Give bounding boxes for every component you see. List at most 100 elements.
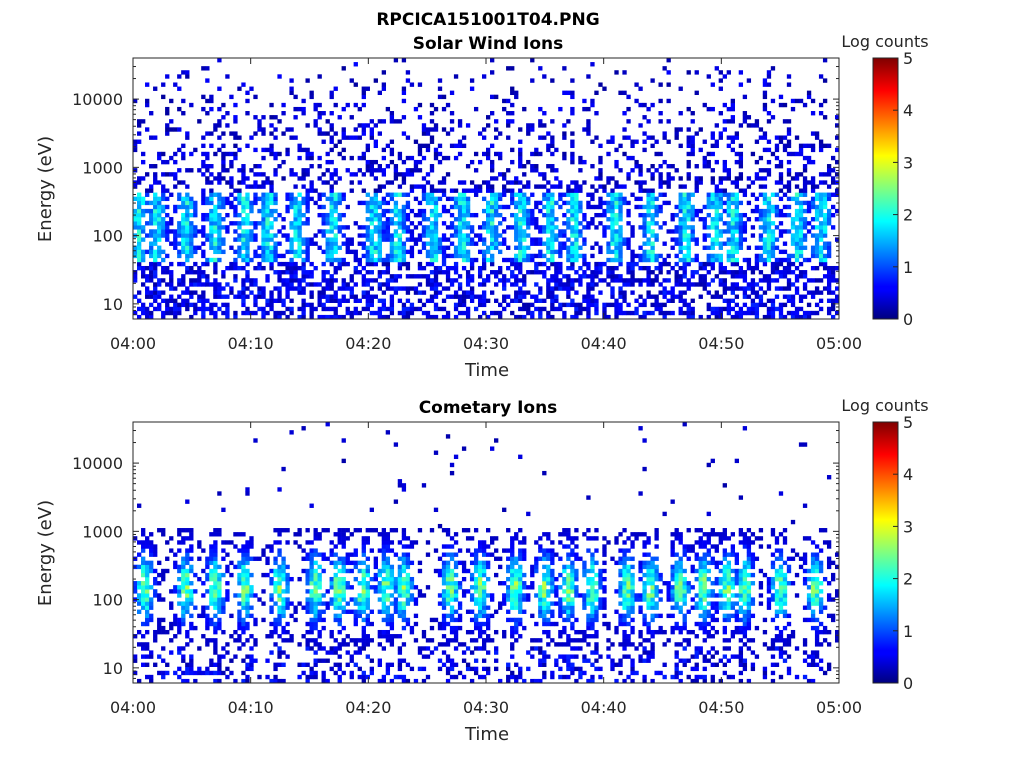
spectrogram-cell-0-3489 xyxy=(730,196,735,202)
spectrogram-cell-0-2121 xyxy=(494,282,499,287)
spectrogram-cell-1-171 xyxy=(181,678,186,684)
spectrogram-cell-0-3527 xyxy=(734,159,740,165)
spectrogram-cell-1-705 xyxy=(317,609,322,614)
spectrogram-cell-0-2809 xyxy=(614,310,619,316)
spectrogram-cell-0-941 xyxy=(289,196,294,202)
spectrogram-cell-0-640 xyxy=(237,168,242,173)
spectrogram-cell-0-1541 xyxy=(389,119,395,124)
spectrogram-cell-0-1842 xyxy=(441,245,447,250)
spectrogram-cell-0-3412 xyxy=(718,86,723,91)
spectrogram-cell-0-287 xyxy=(177,74,182,79)
spectrogram-cell-0-1705 xyxy=(421,265,427,271)
spectrogram-cell-0-1211 xyxy=(333,217,338,222)
spectrogram-cell-0-2623 xyxy=(574,188,579,193)
spectrogram-cell-0-142 xyxy=(153,196,158,202)
spectrogram-cell-0-2650 xyxy=(582,270,587,275)
spectrogram-cell-0-3641 xyxy=(758,253,764,259)
spectrogram-cell-0-358 xyxy=(189,233,194,238)
spectrogram-cell-0-1093 xyxy=(317,245,322,250)
spectrogram-cell-0-2889 xyxy=(626,261,631,267)
spectrogram-cell-0-1668 xyxy=(413,237,419,242)
spectrogram-cell-0-130 xyxy=(153,253,158,259)
spectrogram-cell-0-3110 xyxy=(666,172,671,177)
spectrogram-cell-1-745 xyxy=(329,601,334,606)
spectrogram-cell-0-3914 xyxy=(798,172,804,177)
spectrogram-cell-1-121 xyxy=(161,597,166,602)
spectrogram-cell-0-1759 xyxy=(429,241,435,246)
spectrogram-cell-0-520 xyxy=(217,233,222,238)
spectrogram-cell-0-2733 xyxy=(598,221,603,226)
spectrogram-cell-0-3088 xyxy=(662,257,667,263)
spectrogram-cell-0-2886 xyxy=(626,278,631,283)
spectrogram-cell-1-426 xyxy=(241,568,246,574)
spectrogram-cell-0-706 xyxy=(249,237,254,242)
spectrogram-cell-0-1718 xyxy=(421,176,427,181)
spectrogram-cell-0-2212 xyxy=(510,147,515,153)
spectrogram-cell-0-2591 xyxy=(570,143,575,149)
spectrogram-cell-0-3144 xyxy=(674,168,679,173)
spectrogram-cell-0-3736 xyxy=(770,233,776,238)
spectrogram-cell-0-632 xyxy=(237,225,242,230)
spectrogram-cell-0-2056 xyxy=(481,225,487,230)
spectrogram-cell-0-1940 xyxy=(457,143,463,149)
spectrogram-cell-0-2282 xyxy=(522,302,527,308)
spectrogram-cell-0-2246 xyxy=(518,306,523,312)
spectrogram-cell-0-477 xyxy=(209,143,214,149)
spectrogram-cell-0-2226 xyxy=(514,265,519,271)
spectrogram-cell-0-828 xyxy=(269,225,274,230)
spectrogram-cell-0-3475 xyxy=(730,257,735,263)
spectrogram-cell-0-1558 xyxy=(393,204,399,210)
spectrogram-cell-1-207 xyxy=(185,585,190,590)
spectrogram-cell-1-341 xyxy=(217,597,222,602)
spectrogram-cell-1-500 xyxy=(265,556,270,561)
spectrogram-cell-0-1623 xyxy=(405,298,411,303)
spectrogram-cell-0-1869 xyxy=(445,196,451,202)
spectrogram-cell-0-2552 xyxy=(566,237,571,242)
spectrogram-cell-0-3202 xyxy=(682,184,687,189)
spectrogram-cell-0-2592 xyxy=(570,139,575,144)
spectrogram-cell-0-3657 xyxy=(762,302,768,308)
spectrogram-cell-0-1667 xyxy=(413,241,419,246)
spectrogram-cell-0-3900 xyxy=(798,245,804,250)
spectrogram-cell-1-413 xyxy=(241,629,246,635)
spectrogram-cell-1-441 xyxy=(245,621,250,627)
spectrogram-cell-0-1511 xyxy=(385,192,391,197)
spectrogram-cell-0-4049 xyxy=(822,212,828,218)
spectrogram-cell-0-1570 xyxy=(397,274,403,279)
spectrogram-cell-0-2714 xyxy=(594,270,599,275)
spectrogram-cell-0-1845 xyxy=(441,221,447,226)
spectrogram-cell-0-2360 xyxy=(534,225,539,230)
spectrogram-cell-0-14 xyxy=(133,196,138,202)
spectrogram-cell-0-3855 xyxy=(790,221,796,226)
spectrogram-cell-0-3795 xyxy=(782,294,788,299)
spectrogram-cell-1-742 xyxy=(329,646,334,651)
spectrogram-cell-0-4098 xyxy=(830,192,836,197)
spectrogram-cell-0-3655 xyxy=(758,127,764,132)
spectrogram-cell-0-3286 xyxy=(698,180,703,185)
spectrogram-cell-0-2348 xyxy=(530,78,535,83)
spectrogram-cell-0-961 xyxy=(293,225,298,230)
spectrogram-cell-0-1119 xyxy=(321,233,326,238)
spectrogram-cell-0-2813 xyxy=(614,278,619,283)
spectrogram-cell-0-2214 xyxy=(510,111,515,116)
spectrogram-cell-0-3303 xyxy=(702,164,707,169)
spectrogram-cell-0-2550 xyxy=(566,249,571,255)
spectrogram-cell-1-166 xyxy=(177,564,182,570)
spectrogram-cell-0-1091 xyxy=(317,290,322,295)
spectrogram-cell-1-748 xyxy=(329,581,334,586)
spectrogram-cell-0-3526 xyxy=(734,176,740,181)
spectrogram-cell-0-1609 xyxy=(401,192,407,197)
spectrogram-cell-1-720 xyxy=(321,658,326,663)
spectrogram-cell-0-1109 xyxy=(321,306,326,312)
spectrogram-cell-0-1398 xyxy=(369,217,374,222)
spectrogram-cell-0-1781 xyxy=(433,306,439,312)
spectrogram-cell-0-767 xyxy=(261,249,266,255)
spectrogram-cell-0-411 xyxy=(201,249,206,255)
spectrogram-cell-1-191 xyxy=(181,540,186,545)
spectrogram-cell-0-298 xyxy=(181,237,186,242)
spectrogram-cell-1-439 xyxy=(245,638,250,643)
spectrogram-cell-0-912 xyxy=(285,249,290,255)
spectrogram-cell-0-2061 xyxy=(481,151,487,157)
spectrogram-cell-0-3027 xyxy=(650,200,655,206)
spectrogram-cell-0-3428 xyxy=(722,192,727,197)
